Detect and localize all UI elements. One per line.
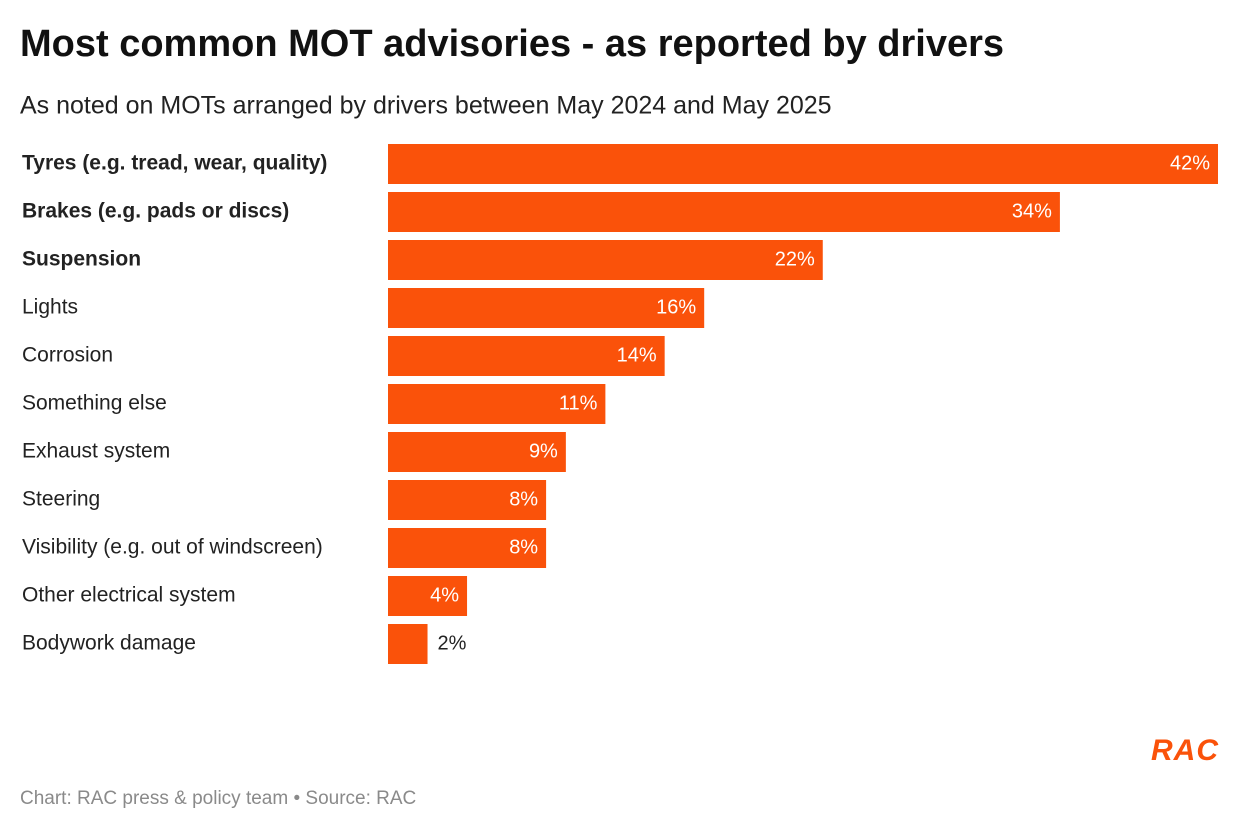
category-label: Suspension: [22, 248, 141, 271]
bar: [388, 624, 428, 664]
bar: [388, 384, 606, 424]
category-label: Lights: [22, 296, 78, 319]
bar: [388, 480, 547, 520]
value-label: 8%: [509, 536, 538, 558]
bar: [388, 288, 705, 328]
category-label: Visibility (e.g. out of windscreen): [22, 536, 323, 559]
category-label: Brakes (e.g. pads or discs): [22, 200, 289, 223]
bar: [388, 192, 1060, 232]
category-label: Bodywork damage: [22, 632, 196, 655]
value-label: 4%: [430, 584, 459, 606]
value-label: 22%: [775, 248, 815, 270]
category-label: Other electrical system: [22, 584, 236, 607]
logo: RAC: [1151, 734, 1219, 767]
value-label: 8%: [509, 488, 538, 510]
value-label: 14%: [617, 344, 657, 366]
chart-subtitle: As noted on MOTs arranged by drivers bet…: [20, 92, 832, 120]
value-label: 2%: [438, 632, 467, 654]
bar: [388, 432, 566, 472]
category-label: Exhaust system: [22, 440, 170, 463]
category-label: Steering: [22, 488, 100, 511]
bar: [388, 576, 468, 616]
bar: [388, 528, 547, 568]
category-label: Something else: [22, 392, 167, 415]
value-label: 42%: [1170, 152, 1210, 174]
value-label: 16%: [656, 296, 696, 318]
category-label: Corrosion: [22, 344, 113, 367]
value-label: 11%: [559, 392, 598, 414]
value-label: 9%: [529, 440, 558, 462]
chart-title: Most common MOT advisories - as reported…: [20, 23, 1004, 65]
bar: [388, 240, 823, 280]
category-label: Tyres (e.g. tread, wear, quality): [22, 152, 327, 175]
bar: [388, 144, 1218, 184]
source-note: Chart: RAC press & policy team • Source:…: [20, 788, 416, 809]
bar: [388, 336, 665, 376]
value-label: 34%: [1012, 200, 1052, 222]
